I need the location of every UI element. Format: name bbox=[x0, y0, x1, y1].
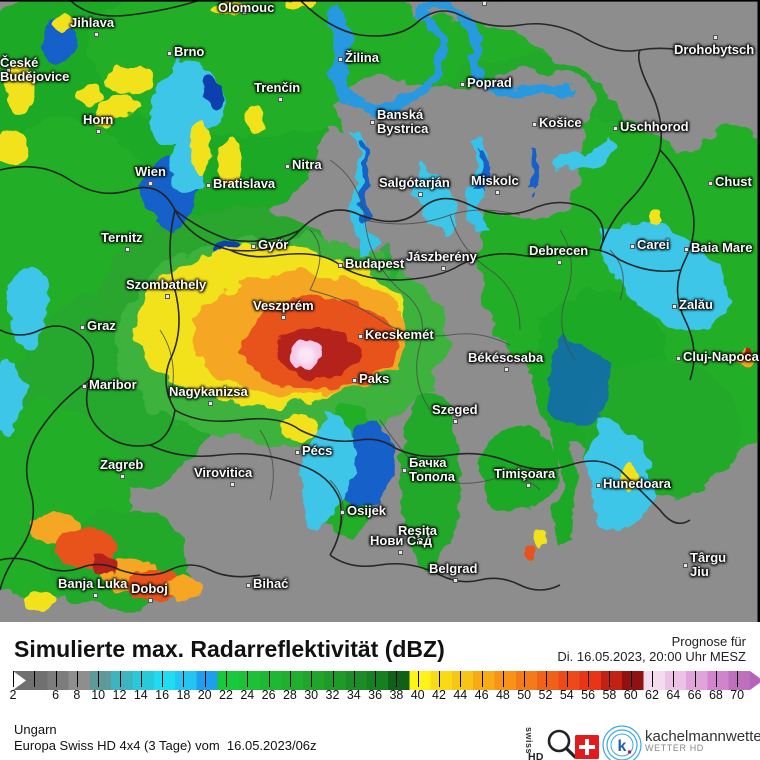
svg-text:k: k bbox=[618, 738, 627, 755]
